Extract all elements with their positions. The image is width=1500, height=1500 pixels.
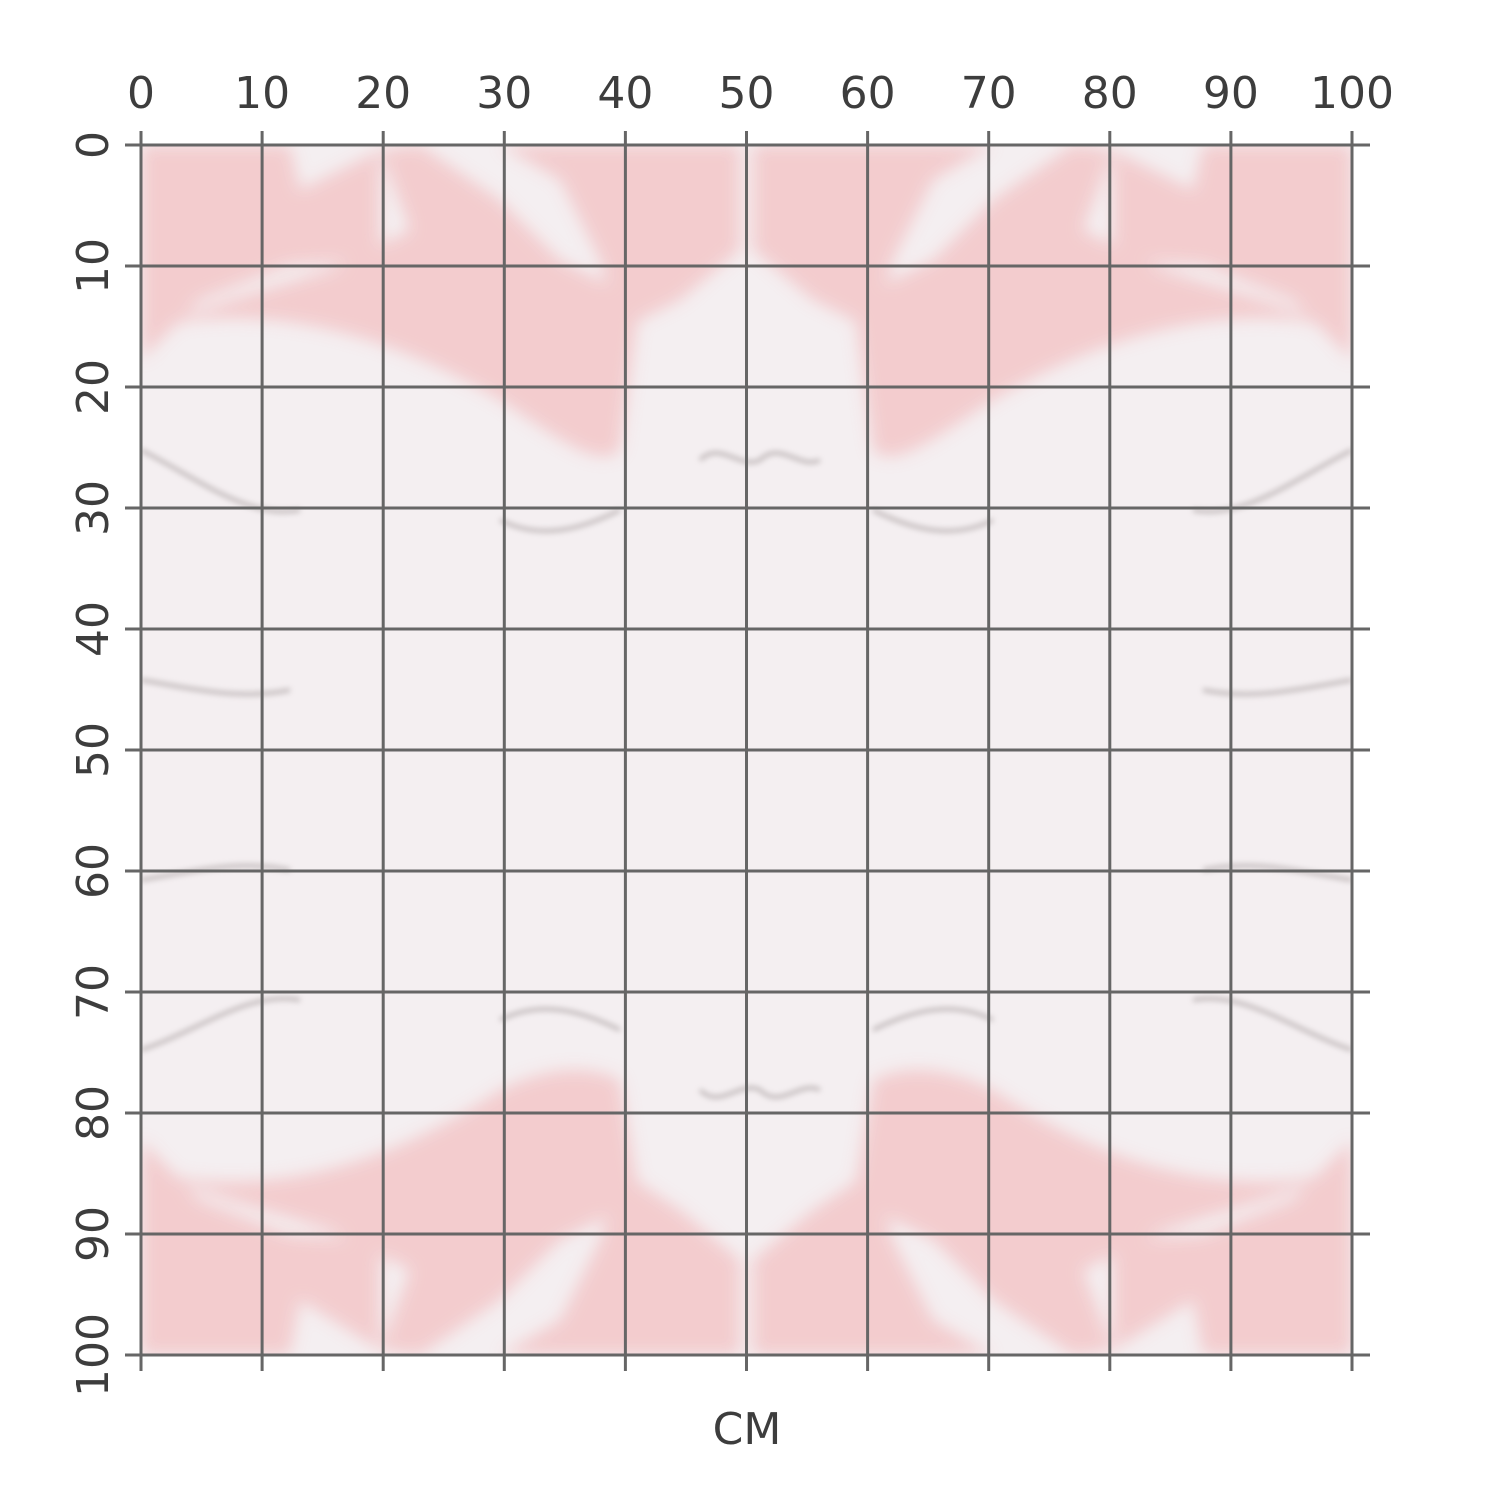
x-tick-label: 20 [355, 68, 411, 119]
y-tick-label: 0 [68, 131, 119, 159]
x-tick-label: 10 [234, 68, 290, 119]
x-tick-label: 40 [597, 68, 653, 119]
x-tick-label: 30 [476, 68, 532, 119]
y-tick-label: 50 [68, 722, 119, 778]
x-tick-label: 60 [840, 68, 896, 119]
y-tick-label: 20 [68, 359, 119, 415]
y-tick-label: 30 [68, 480, 119, 536]
y-tick-label: 60 [68, 843, 119, 899]
x-tick-label: 90 [1203, 68, 1259, 119]
y-tick-label: 10 [68, 238, 119, 294]
unit-label: CM [713, 1404, 782, 1455]
y-tick-label: 70 [68, 964, 119, 1020]
y-tick-label: 80 [68, 1085, 119, 1141]
y-tick-label: 90 [68, 1206, 119, 1262]
x-tick-label: 50 [719, 68, 775, 119]
grid [125, 131, 1370, 1371]
x-tick-label: 70 [961, 68, 1017, 119]
y-tick-label: 100 [68, 1313, 119, 1397]
x-tick-label: 100 [1310, 68, 1394, 119]
x-tick-label: 0 [127, 68, 155, 119]
y-tick-label: 40 [68, 601, 119, 657]
x-tick-label: 80 [1082, 68, 1138, 119]
